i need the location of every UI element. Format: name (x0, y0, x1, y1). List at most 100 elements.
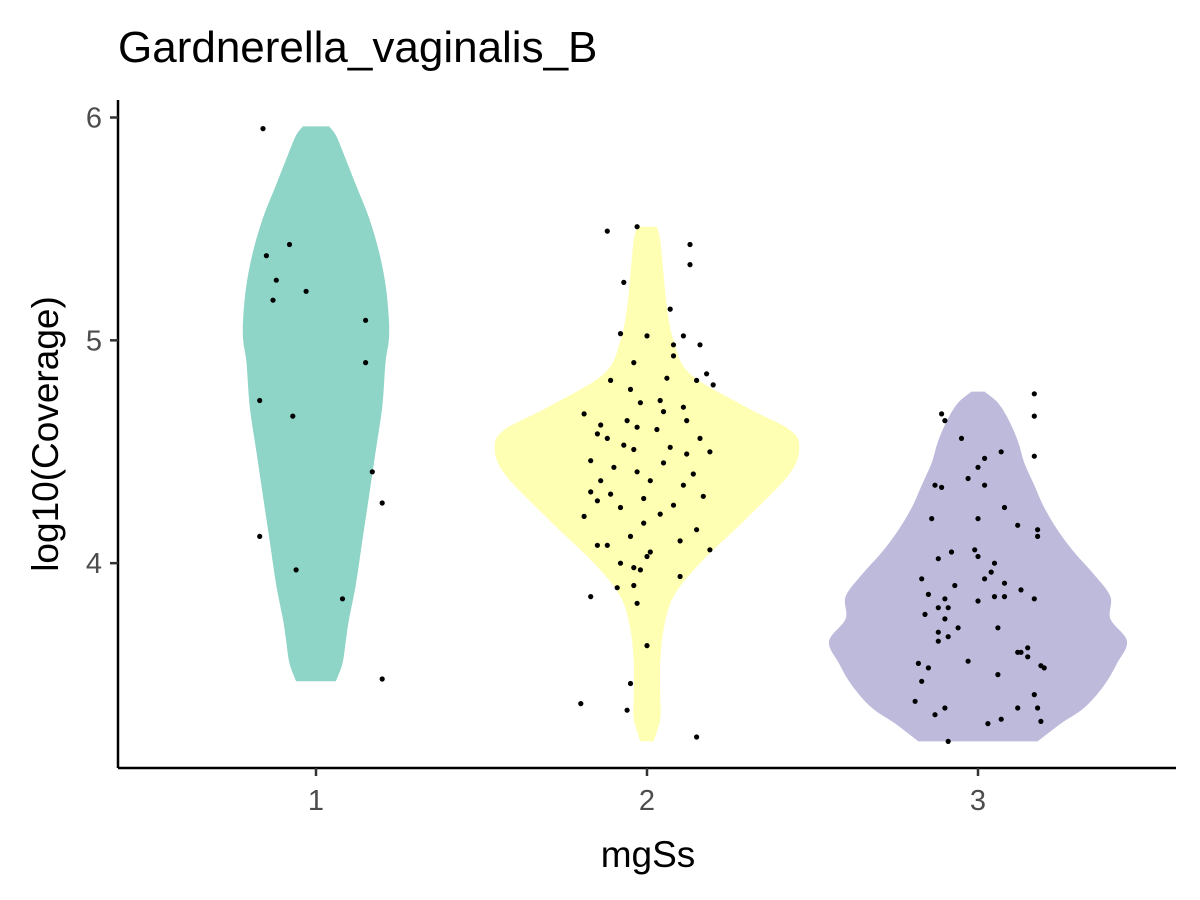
x-axis-ticks: 1 2 3 (308, 768, 986, 817)
data-point (1031, 453, 1037, 459)
data-point (581, 513, 587, 520)
data-point (697, 435, 703, 441)
data-point (634, 600, 640, 606)
data-point (919, 678, 925, 684)
data-point (604, 435, 610, 441)
data-point (637, 400, 644, 406)
data-point (975, 553, 981, 560)
x-tick-label: 3 (970, 785, 986, 817)
data-point (991, 594, 998, 600)
data-point (1001, 580, 1008, 586)
data-point (925, 665, 932, 671)
x-tick-label: 1 (308, 785, 324, 817)
data-point (700, 493, 706, 499)
points-layer (257, 126, 1047, 745)
data-point (660, 460, 667, 466)
y-tick-label: 4 (86, 548, 102, 580)
data-point (1025, 645, 1031, 651)
data-point (684, 451, 690, 457)
data-point (697, 342, 703, 348)
data-point (667, 444, 673, 450)
data-point (263, 253, 269, 259)
data-point (624, 418, 630, 424)
data-point (975, 516, 981, 522)
data-point (945, 738, 951, 745)
data-point (627, 533, 634, 540)
data-point (667, 306, 673, 312)
data-point (286, 241, 293, 248)
data-point (687, 241, 693, 248)
data-point (1018, 649, 1024, 655)
data-point (922, 611, 928, 618)
data-point (657, 511, 663, 517)
data-point (677, 538, 683, 544)
data-point (634, 469, 640, 475)
data-point (598, 422, 604, 428)
data-point (627, 386, 634, 392)
data-point (624, 707, 630, 713)
data-point (680, 333, 687, 339)
data-point (975, 598, 981, 604)
data-point (948, 549, 955, 555)
data-point (588, 489, 594, 495)
data-point (1031, 692, 1037, 698)
data-point (631, 565, 637, 571)
data-point (604, 228, 610, 234)
data-point (621, 442, 627, 448)
data-point (608, 377, 614, 383)
data-point (634, 424, 640, 430)
data-point (670, 353, 677, 359)
data-point (707, 547, 713, 553)
data-point (588, 458, 594, 464)
y-axis-label: log10(Coverage) (25, 296, 66, 572)
data-point (1001, 594, 1008, 600)
data-point (925, 591, 932, 598)
data-point (982, 576, 988, 582)
data-point (965, 475, 971, 482)
data-point (694, 734, 700, 740)
data-point (945, 634, 951, 640)
data-point (1031, 596, 1037, 602)
data-point (932, 712, 938, 718)
data-point (995, 625, 1001, 631)
data-point (621, 279, 627, 285)
data-point (935, 605, 941, 611)
data-point (611, 464, 617, 470)
data-point (614, 585, 620, 591)
data-point (604, 542, 610, 548)
data-point (578, 701, 584, 707)
data-point (929, 516, 935, 522)
x-axis-label: mgSs (601, 834, 696, 875)
data-point (1015, 522, 1021, 528)
data-point (677, 573, 683, 580)
data-point (694, 377, 700, 383)
data-point (664, 375, 670, 381)
data-point (660, 409, 667, 415)
data-point (260, 126, 266, 132)
data-point (958, 435, 965, 441)
data-point (939, 484, 945, 490)
data-point (935, 638, 941, 644)
data-point (644, 643, 650, 649)
data-point (644, 553, 650, 560)
data-point (939, 411, 945, 417)
data-point (1031, 413, 1037, 419)
violins-layer (242, 126, 1128, 742)
data-point (687, 262, 693, 268)
data-point (1025, 654, 1031, 660)
data-point (935, 556, 941, 562)
data-point (988, 569, 994, 575)
data-point (985, 721, 991, 727)
data-point (991, 560, 998, 566)
data-point (608, 491, 614, 497)
data-point (998, 449, 1004, 455)
data-point (1035, 527, 1041, 533)
data-point (932, 482, 938, 488)
data-point (273, 277, 279, 283)
data-point (379, 676, 385, 682)
data-point (1031, 391, 1037, 397)
data-point (998, 716, 1004, 722)
data-point (631, 446, 637, 453)
violin-1 (242, 126, 390, 682)
